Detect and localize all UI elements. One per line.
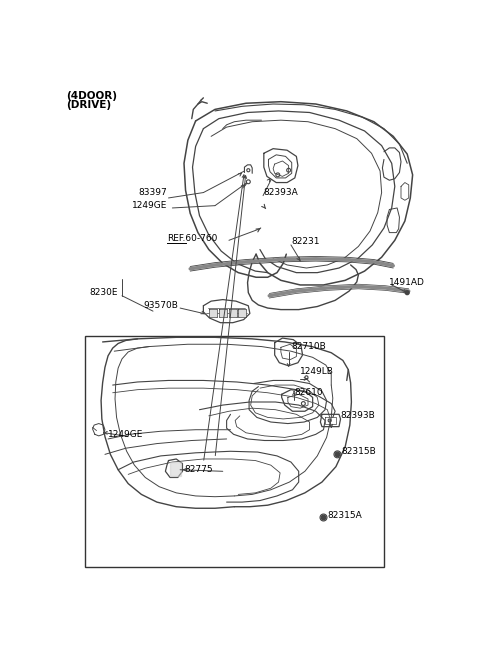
Circle shape — [405, 291, 409, 295]
Polygon shape — [230, 310, 236, 316]
Circle shape — [321, 515, 326, 520]
Polygon shape — [239, 310, 245, 316]
Text: 82393B: 82393B — [340, 411, 375, 421]
Text: 82610: 82610 — [294, 388, 323, 398]
Text: (DRIVE): (DRIVE) — [66, 100, 111, 110]
Bar — [85, 336, 384, 567]
Text: 83397: 83397 — [138, 188, 167, 197]
Text: REF.60-760: REF.60-760 — [167, 234, 217, 243]
Text: 82710B: 82710B — [291, 342, 326, 351]
Text: 1249GE: 1249GE — [132, 201, 167, 210]
Text: 82775: 82775 — [184, 465, 213, 474]
Circle shape — [335, 452, 340, 457]
Text: (4DOOR): (4DOOR) — [66, 91, 117, 101]
Text: 1491AD: 1491AD — [389, 278, 425, 287]
Polygon shape — [210, 310, 216, 316]
Text: 82315B: 82315B — [341, 447, 376, 456]
Text: 82315A: 82315A — [327, 512, 362, 521]
Text: 1249GE: 1249GE — [108, 430, 144, 439]
Text: 82393A: 82393A — [263, 188, 298, 197]
Text: 93570B: 93570B — [143, 301, 178, 310]
Polygon shape — [170, 462, 181, 476]
Text: 1249LB: 1249LB — [300, 367, 334, 376]
Polygon shape — [220, 310, 226, 316]
Text: 82231: 82231 — [291, 237, 320, 246]
Text: 8230E: 8230E — [90, 288, 118, 297]
